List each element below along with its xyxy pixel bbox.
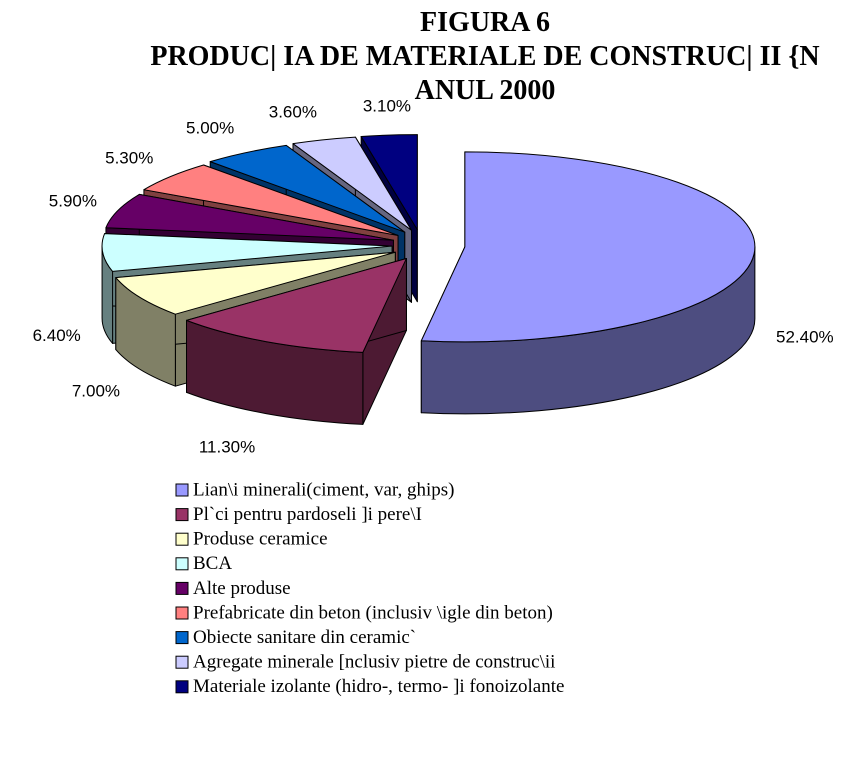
legend-label: Produse ceramice <box>193 529 328 550</box>
slice-top <box>209 144 406 233</box>
slice-top <box>360 134 418 231</box>
legend-label: Alte produse <box>193 578 291 599</box>
legend-swatch <box>175 606 189 620</box>
slice-top <box>420 151 756 343</box>
legend-label: Obiecte sanitare din ceramic` <box>193 627 416 648</box>
legend-swatch <box>175 581 189 595</box>
legend-label: BCA <box>193 553 232 574</box>
data-label: 5.00% <box>186 119 234 138</box>
slice-top <box>143 164 399 236</box>
data-label: 5.30% <box>105 149 153 168</box>
legend-label: Prefabricate din beton (inclusiv \igle d… <box>193 602 553 623</box>
pie-slice <box>186 257 407 425</box>
slice-top <box>186 257 407 353</box>
legend-label: Agregate minerale [nclusiv pietre de con… <box>193 652 555 673</box>
legend-swatch <box>175 631 189 645</box>
data-label: 11.30% <box>199 438 255 457</box>
legend-swatch <box>175 557 189 571</box>
legend-swatch <box>175 655 189 669</box>
slice-top <box>292 136 413 231</box>
legend-label: Pl`ci pentru pardoseli ]i pere\I <box>193 504 422 525</box>
pie-slice <box>420 151 756 415</box>
title-block: FIGURA 6 PRODUC| IA DE MATERIALE DE CONS… <box>120 6 850 108</box>
data-label: 3.60% <box>269 103 317 122</box>
slice-top <box>115 251 396 315</box>
legend-label: Lian\i minerali(ciment, var, ghips) <box>193 479 454 500</box>
legend-label: Materiale izolante (hidro-, termo- ]i fo… <box>193 676 564 697</box>
data-label: 3.10% <box>363 97 411 116</box>
chart-title: FIGURA 6 <box>420 7 550 38</box>
chart-subtitle: PRODUC| IA DE MATERIALE DE CONSTRUC| II … <box>150 41 820 106</box>
data-label: 6.40% <box>33 326 81 345</box>
data-label: 5.90% <box>49 191 97 210</box>
data-label: 7.00% <box>72 382 120 401</box>
slice-top <box>101 233 393 272</box>
legend-swatch <box>175 532 189 546</box>
slice-top <box>105 193 394 241</box>
legend-swatch <box>175 508 189 522</box>
legend-swatch <box>175 483 189 497</box>
legend-swatch <box>175 680 189 694</box>
data-label: 52.40% <box>776 328 834 347</box>
